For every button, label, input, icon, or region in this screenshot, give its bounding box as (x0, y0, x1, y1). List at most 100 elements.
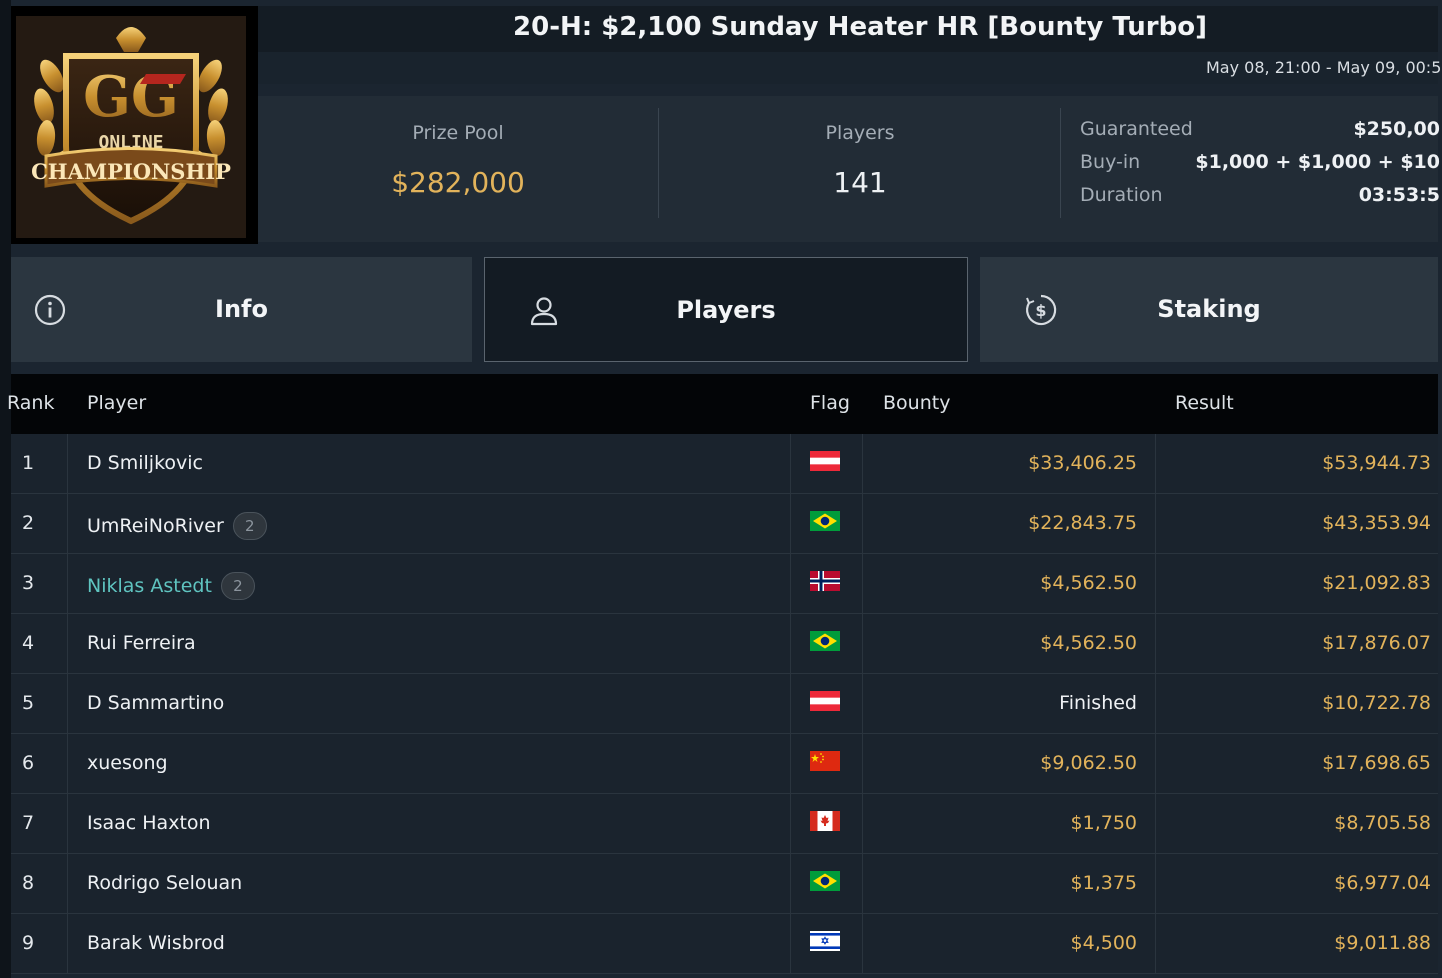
svg-text:GG: GG (83, 64, 179, 130)
tab-info[interactable]: Info (11, 257, 472, 362)
table-row[interactable]: 4 Rui Ferreira $4,562.50 $17,876.07 (11, 614, 1438, 674)
column-header-result[interactable]: Result (1175, 392, 1234, 414)
cell-divider (790, 794, 791, 854)
tab-players-label: Players (676, 296, 776, 324)
players-table-header: Rank Player Flag Bounty Result (7, 374, 1438, 434)
cell-divider (1155, 854, 1156, 914)
tab-staking[interactable]: $ Staking (980, 257, 1438, 362)
table-row[interactable]: 9 Barak Wisbrod $4,500 $9,011.88 (11, 914, 1438, 974)
bounty-cell: $22,843.75 (1028, 512, 1137, 534)
cell-divider (1155, 494, 1156, 554)
cell-divider (67, 494, 68, 554)
table-row[interactable]: 1 D Smiljkovic $33,406.25 $53,944.73 (11, 434, 1438, 494)
cell-divider (1155, 434, 1156, 494)
stat-divider (1060, 108, 1061, 218)
column-header-player[interactable]: Player (87, 392, 147, 414)
player-name: UmReiNoRiver (87, 515, 224, 537)
player-name: Rui Ferreira (87, 632, 196, 654)
players-value: 141 (833, 166, 887, 199)
detail-key: Guaranteed (1080, 118, 1193, 140)
bounty-cell: $4,562.50 (1040, 632, 1137, 654)
brazil-flag-icon (810, 511, 840, 531)
cell-divider (862, 914, 863, 974)
table-row[interactable]: 7 Isaac Haxton $1,750 $8,705.58 (11, 794, 1438, 854)
result-cell: $53,944.73 (1322, 452, 1431, 474)
tab-players[interactable]: Players (484, 257, 968, 362)
rank-cell: 3 (22, 572, 35, 594)
canada-flag-icon (810, 811, 840, 831)
table-row[interactable]: 2 UmReiNoRiver 2 $22,843.75 $43,353.94 (11, 494, 1438, 554)
cell-divider (790, 914, 791, 974)
result-cell: $21,092.83 (1322, 572, 1431, 594)
player-name: Isaac Haxton (87, 812, 211, 834)
player-name-cell[interactable]: Niklas Astedt 2 (87, 572, 255, 600)
norway-flag-icon (810, 571, 840, 591)
entries-badge: 2 (220, 572, 255, 600)
result-cell: $17,876.07 (1322, 632, 1431, 654)
rank-cell: 5 (22, 692, 35, 714)
bounty-cell: Finished (1059, 692, 1137, 714)
detail-duration: Duration 03:53:5 (1080, 182, 1442, 215)
austria-flag-icon (810, 691, 840, 711)
bounty-cell: $1,750 (1070, 812, 1137, 834)
svg-text:CHAMPIONSHIP: CHAMPIONSHIP (31, 159, 231, 184)
result-cell: $9,011.88 (1334, 932, 1431, 954)
player-name-cell: D Sammartino (87, 692, 224, 714)
table-row[interactable]: 3 Niklas Astedt 2 $4,562.50 $21,092.83 (11, 554, 1438, 614)
bounty-cell: $33,406.25 (1028, 452, 1137, 474)
prize-pool-label: Prize Pool (412, 122, 504, 144)
svg-text:$: $ (1035, 301, 1046, 320)
user-icon (530, 297, 558, 326)
result-cell: $6,977.04 (1334, 872, 1431, 894)
cell-divider (67, 554, 68, 614)
header-title-bar (258, 6, 1438, 52)
cell-divider (790, 674, 791, 734)
cell-divider (862, 434, 863, 494)
cell-divider (862, 734, 863, 794)
detail-value: $1,000 + $1,000 + $10 (1195, 151, 1440, 173)
table-row[interactable]: 5 D Sammartino Finished $10,722.78 (11, 674, 1438, 734)
player-name-cell: D Smiljkovic (87, 452, 203, 474)
championship-crest-icon: GG ONLINE CHAMPIONSHIP (31, 27, 231, 225)
detail-guaranteed: Guaranteed $250,00 (1080, 116, 1442, 149)
player-name-cell: Rodrigo Selouan (87, 872, 242, 894)
player-name: D Sammartino (87, 692, 225, 714)
rank-cell: 6 (22, 752, 35, 774)
player-name: Barak Wisbrod (87, 932, 225, 954)
tournament-details: Guaranteed $250,00 Buy-in $1,000 + $1,00… (1080, 116, 1442, 215)
cell-divider (67, 794, 68, 854)
rank-cell: 9 (22, 932, 35, 954)
china-flag-icon (810, 751, 840, 771)
cell-divider (1155, 614, 1156, 674)
detail-value: 03:53:5 (1358, 184, 1440, 206)
player-name-cell: Barak Wisbrod (87, 932, 225, 954)
cell-divider (790, 854, 791, 914)
column-header-flag[interactable]: Flag (810, 392, 850, 414)
cell-divider (790, 554, 791, 614)
cell-divider (862, 554, 863, 614)
result-cell: $17,698.65 (1322, 752, 1431, 774)
column-header-bounty[interactable]: Bounty (883, 392, 951, 414)
cell-divider (1155, 674, 1156, 734)
table-row[interactable]: 6 xuesong $9,062.50 $17,698.65 (11, 734, 1438, 794)
players-stat: Players 141 (660, 108, 1060, 218)
player-name-cell: Rui Ferreira (87, 632, 196, 654)
player-name-cell: Isaac Haxton (87, 812, 211, 834)
entries-badge: 2 (232, 512, 267, 540)
cell-divider (67, 914, 68, 974)
page-title: 20-H: $2,100 Sunday Heater HR [Bounty Tu… (513, 12, 1207, 42)
rank-cell: 7 (22, 812, 35, 834)
left-edge-strip (0, 0, 11, 978)
rank-cell: 4 (22, 632, 35, 654)
tournament-logo: GG ONLINE CHAMPIONSHIP (11, 6, 258, 244)
table-row[interactable]: 8 Rodrigo Selouan $1,375 $6,977.04 (11, 854, 1438, 914)
player-name[interactable]: Niklas Astedt (87, 575, 212, 597)
cell-divider (67, 674, 68, 734)
header-date-bar (258, 52, 1438, 84)
tab-info-label: Info (215, 295, 268, 323)
column-header-rank[interactable]: Rank (7, 392, 55, 414)
cell-divider (1155, 554, 1156, 614)
result-cell: $8,705.58 (1334, 812, 1431, 834)
rank-cell: 1 (22, 452, 35, 474)
bounty-cell: $1,375 (1070, 872, 1137, 894)
